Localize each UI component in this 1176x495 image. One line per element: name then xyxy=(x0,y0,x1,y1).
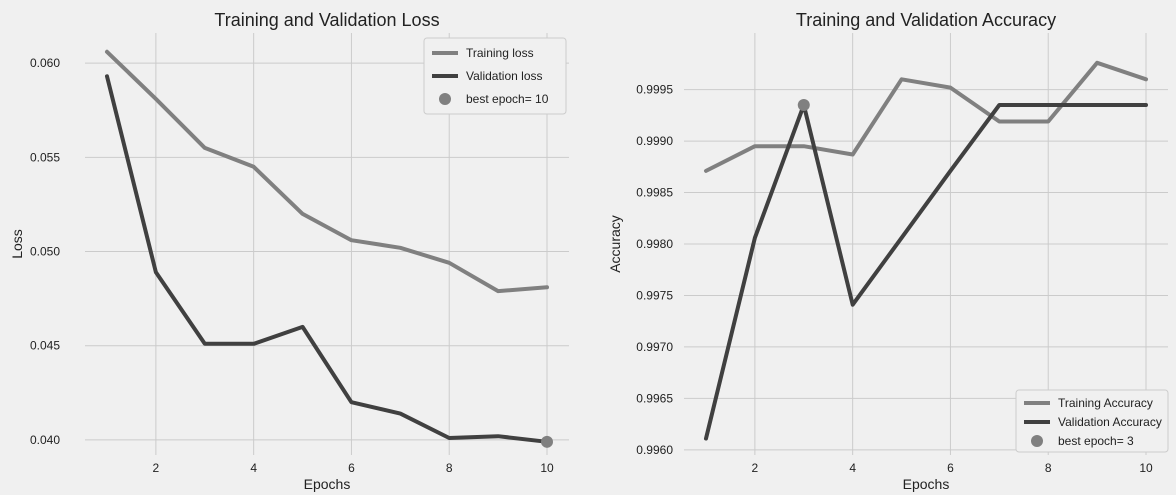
legend-box xyxy=(1015,389,1169,453)
legend-label: Training Accuracy xyxy=(1058,396,1153,410)
legend-swatch xyxy=(1031,435,1043,447)
chart-title: Training and Validation Loss xyxy=(214,10,439,30)
legend-label: Training loss xyxy=(466,46,534,60)
series-line-1 xyxy=(704,60,1148,173)
legend-box xyxy=(423,37,567,115)
y-tick-label: 0.9980 xyxy=(636,237,673,251)
y-tick-label: 0.9975 xyxy=(636,288,673,302)
x-tick-label: 4 xyxy=(849,461,856,475)
y-tick-label: 0.9990 xyxy=(636,134,673,148)
x-tick-label: 8 xyxy=(446,461,453,475)
legend-label: Validation loss xyxy=(466,69,543,83)
chart-1: Training and Validation Loss 0.040 0.045 0.… xyxy=(9,10,569,492)
legend-label: best epoch= 10 xyxy=(466,92,549,106)
series-line-2 xyxy=(704,103,1148,441)
y-tick-label: 0.9995 xyxy=(636,83,673,97)
y-tick-label: 0.050 xyxy=(30,245,60,259)
y-tick-label: 0.9960 xyxy=(636,443,673,457)
y-tick-label: 0.9965 xyxy=(636,391,673,405)
y-axis-label: Accuracy xyxy=(607,215,623,273)
y-tick-label: 0.9985 xyxy=(636,186,673,200)
x-axis-label: Epochs xyxy=(903,476,950,492)
best-epoch-marker xyxy=(541,435,553,448)
best-epoch-marker xyxy=(797,99,810,112)
x-tick-label: 4 xyxy=(250,461,257,475)
x-tick-label: 10 xyxy=(540,461,554,475)
y-tick-label: 0.045 xyxy=(30,339,60,353)
legend: Training loss Validation loss best epoch= … xyxy=(423,37,567,115)
x-tick-label: 2 xyxy=(153,461,160,475)
legend-label: best epoch= 3 xyxy=(1058,434,1134,448)
y-tick-label: 0.040 xyxy=(30,433,60,447)
y-tick-label: 0.055 xyxy=(30,150,60,164)
y-tick-label: 0.060 xyxy=(30,56,60,70)
y-axis-label: Loss xyxy=(9,229,25,259)
x-axis-label: Epochs xyxy=(304,476,351,492)
chart-title: Training and Validation Accuracy xyxy=(796,10,1056,30)
x-tick-label: 6 xyxy=(947,461,954,475)
x-tick-label: 2 xyxy=(752,461,759,475)
x-tick-label: 8 xyxy=(1045,461,1052,475)
legend-swatch xyxy=(439,93,451,105)
x-tick-label: 10 xyxy=(1139,461,1153,475)
legend-label: Validation Accuracy xyxy=(1058,415,1162,429)
x-tick-label: 6 xyxy=(348,461,355,475)
series-line-2 xyxy=(105,74,549,444)
chart-2: Training and Validation Accuracy 0.9960 0.… xyxy=(607,10,1169,492)
series-line-1 xyxy=(105,49,549,294)
legend: Training Accuracy Validation Accuracy best… xyxy=(1015,389,1169,453)
y-tick-label: 0.9970 xyxy=(636,340,673,354)
